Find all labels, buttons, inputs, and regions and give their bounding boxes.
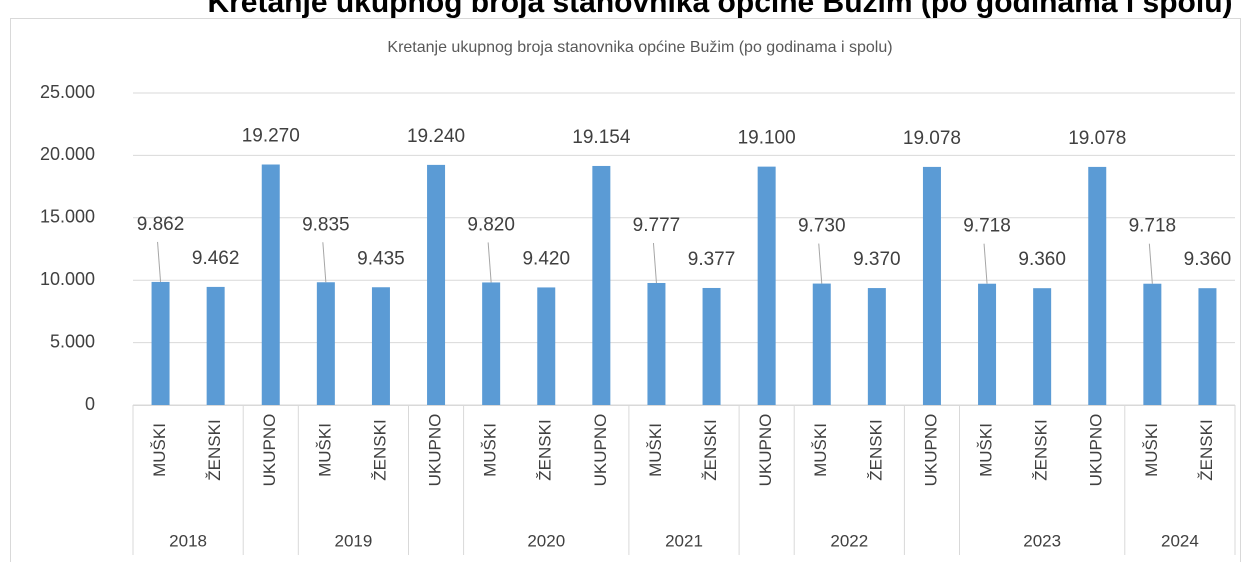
x-tick-label: ŽENSKI bbox=[866, 419, 885, 480]
data-label: 9.718 bbox=[963, 216, 1011, 237]
x-tick-label: MUŠKI bbox=[481, 423, 500, 477]
bar bbox=[537, 287, 556, 405]
data-label: 9.835 bbox=[302, 214, 350, 235]
leader-line bbox=[983, 243, 988, 284]
data-label: 19.078 bbox=[1068, 128, 1126, 149]
bar bbox=[261, 164, 280, 405]
chart-title: Kretanje ukupnog broja stanovnika općine… bbox=[387, 39, 892, 56]
bar bbox=[592, 165, 611, 405]
bar bbox=[371, 287, 390, 405]
bar bbox=[867, 288, 886, 405]
chart-frame bbox=[10, 18, 1241, 562]
data-label: 9.862 bbox=[137, 214, 185, 235]
x-tick-label: MUŠKI bbox=[150, 423, 169, 477]
leader-line bbox=[652, 242, 657, 284]
x-tick-label: MUŠKI bbox=[646, 423, 665, 477]
data-label: 9.820 bbox=[467, 214, 515, 235]
data-label: 9.718 bbox=[1129, 216, 1177, 237]
y-tick-label: 10.000 bbox=[40, 269, 95, 289]
y-tick-label: 15.000 bbox=[40, 207, 95, 227]
data-label: 9.377 bbox=[688, 249, 736, 270]
x-tick-label: UKUPNO bbox=[921, 414, 940, 487]
y-tick-label: 25.000 bbox=[40, 82, 95, 102]
bar bbox=[702, 287, 721, 405]
x-tick-label: UKUPNO bbox=[591, 414, 610, 487]
bar bbox=[427, 164, 446, 405]
x-tick-label: ŽENSKI bbox=[1032, 419, 1051, 480]
data-label: 9.420 bbox=[522, 248, 570, 269]
x-tick-label: UKUPNO bbox=[260, 414, 279, 487]
y-tick-label: 0 bbox=[85, 394, 95, 414]
x-tick-label: ŽENSKI bbox=[205, 419, 224, 480]
bar bbox=[1198, 288, 1217, 405]
data-label: 19.078 bbox=[903, 128, 961, 149]
group-label: 2020 bbox=[527, 531, 565, 550]
group-label: 2022 bbox=[830, 531, 868, 550]
bar bbox=[757, 166, 776, 405]
data-label: 9.360 bbox=[1184, 249, 1232, 270]
group-label: 2018 bbox=[169, 531, 207, 550]
x-tick-label: ŽENSKI bbox=[701, 419, 720, 480]
x-tick-label: UKUPNO bbox=[1087, 414, 1106, 487]
bar bbox=[482, 282, 501, 405]
x-tick-label: ŽENSKI bbox=[1197, 419, 1216, 480]
group-label: 2019 bbox=[334, 531, 372, 550]
y-tick-label: 20.000 bbox=[40, 144, 95, 164]
data-label: 9.777 bbox=[633, 215, 681, 236]
x-tick-label: ŽENSKI bbox=[536, 419, 555, 480]
data-label: 9.435 bbox=[357, 248, 405, 269]
bar bbox=[151, 281, 170, 405]
x-tick-label: UKUPNO bbox=[756, 414, 775, 487]
data-label: 19.270 bbox=[242, 126, 300, 147]
data-label: 19.154 bbox=[572, 127, 631, 148]
x-tick-label: UKUPNO bbox=[426, 414, 445, 487]
bar bbox=[1033, 288, 1052, 405]
data-label: 9.730 bbox=[798, 216, 846, 237]
leader-line bbox=[487, 242, 492, 283]
x-tick-label: MUŠKI bbox=[315, 423, 334, 477]
group-label: 2021 bbox=[665, 531, 703, 550]
group-label: 2024 bbox=[1161, 531, 1199, 550]
leader-line bbox=[818, 243, 823, 284]
bar bbox=[1088, 166, 1107, 405]
bar bbox=[922, 166, 941, 405]
bar bbox=[647, 282, 666, 405]
bar bbox=[1143, 283, 1162, 405]
x-tick-label: MUŠKI bbox=[811, 423, 830, 477]
x-tick-label: MUŠKI bbox=[977, 423, 996, 477]
bar bbox=[978, 283, 997, 405]
bar bbox=[316, 282, 335, 405]
data-label: 9.370 bbox=[853, 249, 901, 270]
leader-line bbox=[1148, 243, 1153, 284]
data-label: 9.462 bbox=[192, 248, 240, 269]
y-tick-label: 5.000 bbox=[50, 331, 95, 351]
group-label: 2023 bbox=[1023, 531, 1061, 550]
x-tick-label: MUŠKI bbox=[1142, 423, 1161, 477]
heading: Kretanje ukupnog broja stanovnika općine… bbox=[207, 0, 1232, 19]
x-tick-label: ŽENSKI bbox=[370, 419, 389, 480]
data-label: 19.100 bbox=[738, 128, 796, 149]
data-label: 19.240 bbox=[407, 126, 465, 147]
bar bbox=[206, 286, 225, 405]
leader-line bbox=[157, 241, 162, 282]
bar bbox=[812, 283, 831, 405]
leader-line bbox=[322, 242, 327, 283]
data-label: 9.360 bbox=[1018, 249, 1066, 270]
